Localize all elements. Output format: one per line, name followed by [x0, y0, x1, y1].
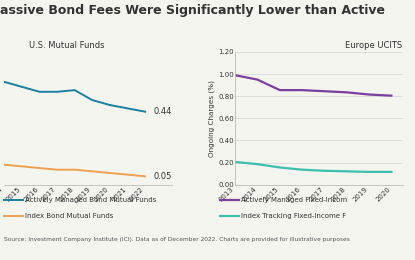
Text: assive Bond Fees Were Significantly Lower than Active: assive Bond Fees Were Significantly Lowe…	[0, 4, 385, 17]
Y-axis label: Ongoing Charges (%): Ongoing Charges (%)	[209, 80, 215, 157]
Text: 0.05: 0.05	[154, 172, 172, 181]
Text: Actively Managed Bond Mutual Funds: Actively Managed Bond Mutual Funds	[25, 197, 156, 203]
Text: Source: Investment Company Institute (ICI). Data as of December 2022. Charts are: Source: Investment Company Institute (IC…	[4, 237, 350, 242]
Text: Actively Managed Fixed-Incom: Actively Managed Fixed-Incom	[241, 197, 347, 203]
Text: Index Bond Mutual Funds: Index Bond Mutual Funds	[25, 213, 113, 219]
Text: U.S. Mutual Funds: U.S. Mutual Funds	[29, 41, 105, 50]
Text: 0.44: 0.44	[154, 107, 172, 116]
Text: Index Tracking Fixed-Income F: Index Tracking Fixed-Income F	[241, 213, 346, 219]
Text: Europe UCITS: Europe UCITS	[345, 41, 403, 50]
